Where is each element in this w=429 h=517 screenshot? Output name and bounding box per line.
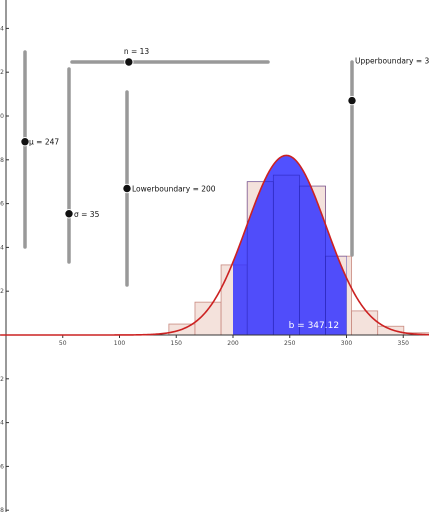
- y-tick-label: -8: [0, 507, 4, 512]
- y-tick-label: 10: [0, 113, 4, 120]
- slider-n-label: n = 13: [124, 47, 150, 56]
- slider-upper-label: Upperboundary = 300: [355, 57, 429, 66]
- histogram-bar: [351, 310, 379, 336]
- slider-upper-handle[interactable]: [347, 95, 357, 106]
- x-tick-label: 350: [398, 340, 410, 347]
- slider-lower-label: Lowerboundary = 200: [132, 185, 216, 194]
- slider-mu-handle[interactable]: [20, 137, 30, 147]
- slider-sigma-label: σ = 35: [74, 210, 100, 219]
- y-tick-label: -2: [0, 376, 4, 383]
- x-tick-label: 150: [171, 340, 183, 347]
- y-tick-label: 6: [0, 201, 4, 208]
- y-tick-label: -6: [0, 463, 4, 470]
- x-tick-label: 100: [114, 340, 126, 347]
- x-tick-label: 250: [284, 340, 296, 347]
- slider-mu-label: μ = 247: [29, 138, 59, 147]
- x-tick-label: 50: [59, 340, 67, 347]
- slider-lower-handle[interactable]: [122, 183, 132, 194]
- y-tick-label: -4: [0, 420, 4, 427]
- x-tick-label: 300: [341, 340, 353, 347]
- slider-sigma-handle[interactable]: [64, 209, 74, 219]
- y-tick-label: 14: [0, 25, 4, 32]
- normal-curve-line: [0, 154, 429, 336]
- y-tick-label: 8: [0, 157, 4, 164]
- y-tick-label: 12: [0, 69, 4, 76]
- y-tick-label: 2: [0, 288, 4, 295]
- normal-curve: [0, 154, 429, 336]
- slider-n-handle[interactable]: [124, 57, 134, 67]
- sliders: n = 13 μ = 247 σ = 35 Lowerboundary = 200 Up…: [20, 47, 429, 287]
- y-tick-label: 4: [0, 244, 4, 251]
- histogram-bar: [377, 325, 405, 336]
- area-value-label: b = 347.12: [289, 321, 339, 331]
- area-under-curve: [233, 155, 347, 335]
- x-tick-label: 200: [227, 340, 239, 347]
